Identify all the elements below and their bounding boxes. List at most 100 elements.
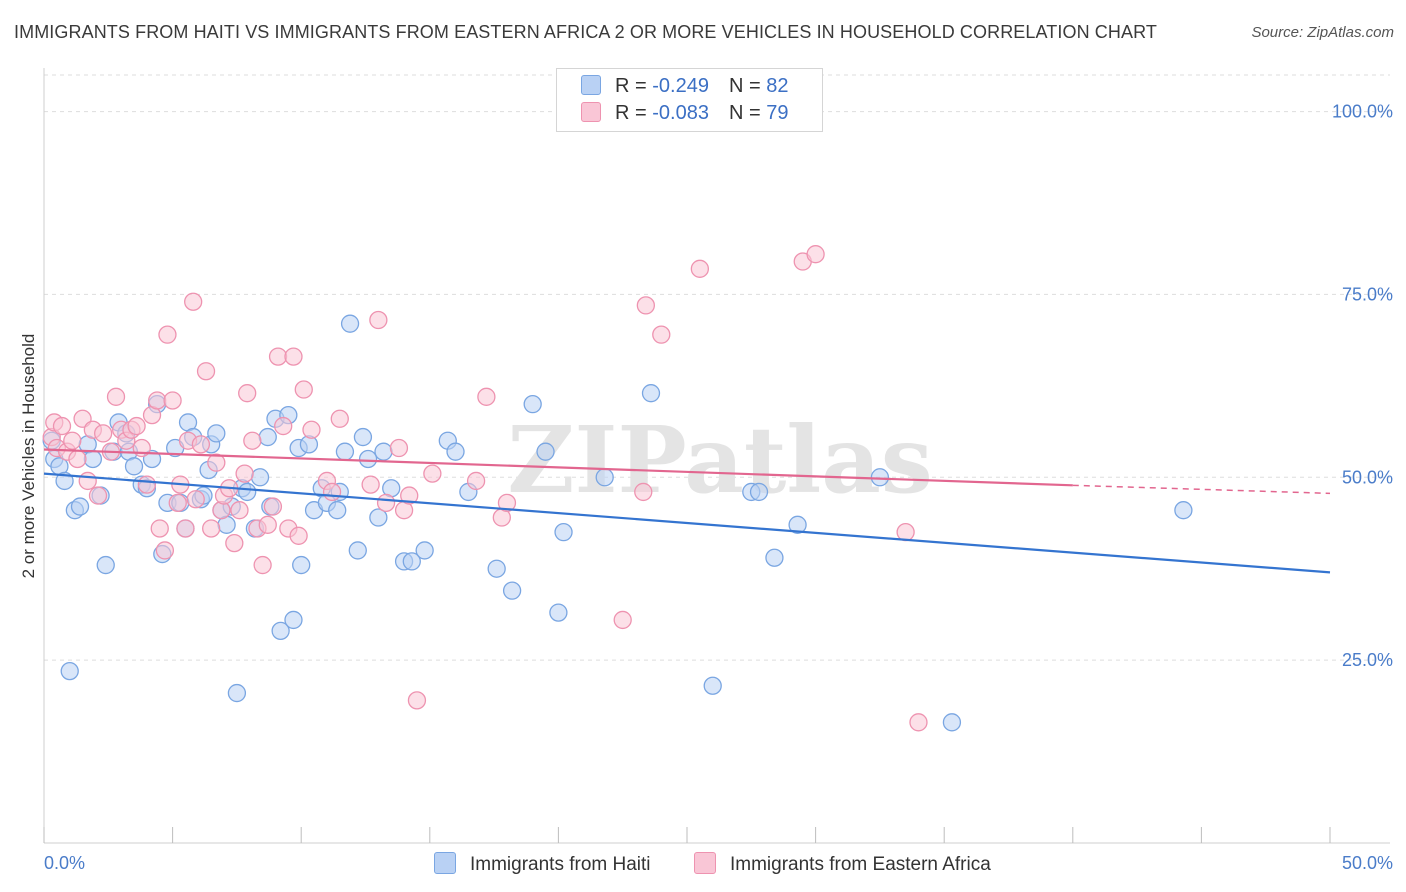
point-eastern-africa <box>238 384 257 403</box>
y-tick-label: 100.0% <box>1332 102 1393 122</box>
point-haiti <box>60 661 79 681</box>
legend-r-label: R = <box>615 75 653 97</box>
point-haiti <box>335 442 355 461</box>
point-haiti <box>238 482 257 502</box>
legend-n-label: N = <box>728 102 767 124</box>
point-eastern-africa <box>78 471 97 491</box>
point-haiti <box>502 581 522 600</box>
chart-title: IMMIGRANTS FROM HAITI VS IMMIGRANTS FROM… <box>14 22 1157 42</box>
trend-line-eastern-africa-extension <box>1072 484 1331 495</box>
chart-source: Source: ZipAtlas.com <box>1251 24 1394 41</box>
point-eastern-africa <box>258 515 277 534</box>
point-eastern-africa <box>148 391 167 410</box>
point-eastern-africa <box>497 493 517 513</box>
bottom-legend-haiti: Immigrants from Haiti <box>434 852 651 876</box>
point-eastern-africa <box>636 296 655 315</box>
point-eastern-africa <box>423 464 442 483</box>
point-eastern-africa <box>243 431 262 450</box>
point-eastern-africa <box>268 347 288 366</box>
point-eastern-africa <box>235 464 254 483</box>
point-eastern-africa <box>196 362 216 381</box>
point-eastern-africa <box>207 453 226 472</box>
tick-labels: 25.0% 50.0% 75.0% 100.0% 0.0% 50.0% <box>44 102 1393 873</box>
point-haiti <box>70 497 90 516</box>
point-eastern-africa <box>68 449 87 469</box>
point-eastern-africa <box>127 416 146 436</box>
point-eastern-africa <box>289 526 308 545</box>
point-eastern-africa <box>202 519 221 538</box>
watermark: ZIPatlas <box>507 406 932 514</box>
point-haiti <box>369 508 388 527</box>
point-haiti <box>415 541 434 560</box>
axes <box>43 68 1390 844</box>
bottom-legend-label-haiti: Immigrants from Haiti <box>470 854 651 875</box>
legend-r-label: R = <box>615 102 653 124</box>
point-haiti <box>549 603 568 622</box>
point-eastern-africa <box>284 347 303 366</box>
point-haiti <box>83 449 103 469</box>
point-eastern-africa <box>191 435 211 454</box>
point-haiti <box>870 468 890 487</box>
point-haiti <box>340 314 360 333</box>
y-tick-label: 50.0% <box>1342 467 1393 487</box>
legend-swatch-eastern-africa <box>581 102 601 122</box>
point-eastern-africa <box>806 245 825 264</box>
point-eastern-africa <box>263 497 283 516</box>
point-eastern-africa <box>225 533 244 553</box>
point-eastern-africa <box>896 522 915 542</box>
point-haiti <box>942 713 962 732</box>
point-haiti <box>749 482 769 502</box>
point-eastern-africa <box>322 482 342 502</box>
y-tick-label: 25.0% <box>1342 650 1393 670</box>
point-haiti <box>353 427 373 447</box>
point-eastern-africa <box>466 471 486 491</box>
point-haiti <box>487 559 506 578</box>
legend-row-eastern-africa: R = -0.083 N = 79 <box>581 102 788 126</box>
point-eastern-africa <box>376 493 396 513</box>
legend-r-value: -0.249 <box>652 75 709 97</box>
gridlines <box>44 74 1390 661</box>
stats-legend: R = -0.249 N = 82 R = -0.083 N = 79 <box>556 68 823 132</box>
legend-swatch-haiti <box>581 75 601 95</box>
point-haiti <box>703 676 722 695</box>
legend-n-label: N = <box>728 75 767 97</box>
bottom-legend-eastern-africa: Immigrants from Eastern Africa <box>694 852 991 876</box>
point-eastern-africa <box>400 486 419 505</box>
point-eastern-africa <box>150 519 169 538</box>
legend-n-value: 79 <box>766 102 789 124</box>
point-eastern-africa <box>690 259 710 278</box>
point-haiti <box>1174 501 1193 520</box>
x-tick-label: 50.0% <box>1342 853 1393 873</box>
point-eastern-africa <box>63 431 82 450</box>
legend-n-value: 82 <box>766 75 789 97</box>
point-eastern-africa <box>909 713 928 732</box>
point-haiti <box>374 442 393 461</box>
point-eastern-africa <box>88 486 108 505</box>
point-haiti <box>55 471 74 491</box>
point-haiti <box>227 683 247 703</box>
point-haiti <box>402 552 421 571</box>
series-eastern-africa-points <box>42 245 928 732</box>
point-eastern-africa <box>294 380 313 399</box>
point-haiti <box>523 394 542 414</box>
point-eastern-africa <box>477 387 496 406</box>
point-haiti <box>765 548 784 567</box>
trend-lines <box>43 448 1331 574</box>
point-eastern-africa <box>184 292 203 311</box>
point-eastern-africa <box>634 482 653 502</box>
point-haiti <box>328 501 347 520</box>
point-eastern-africa <box>158 325 177 344</box>
point-eastern-africa <box>302 420 321 439</box>
legend-row-haiti: R = -0.249 N = 82 <box>581 75 788 99</box>
point-eastern-africa <box>330 409 349 428</box>
point-eastern-africa <box>253 555 272 575</box>
point-eastern-africa <box>361 475 380 494</box>
point-haiti <box>258 427 277 447</box>
point-eastern-africa <box>168 493 187 513</box>
point-haiti <box>348 541 367 560</box>
bottom-legend-swatch-haiti <box>434 852 456 874</box>
point-haiti <box>207 424 226 443</box>
point-haiti <box>292 555 311 575</box>
point-haiti <box>96 555 115 575</box>
